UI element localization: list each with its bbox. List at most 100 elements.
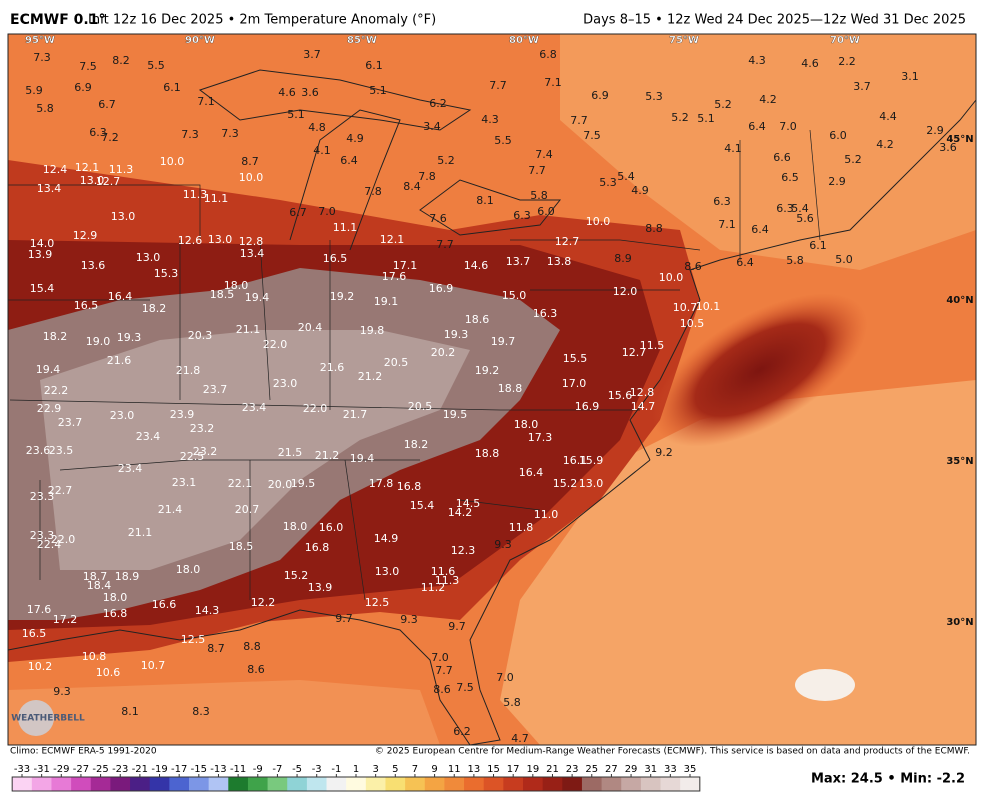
colorbar-tick-label: -23 bbox=[112, 764, 128, 775]
anomaly-label: 10.0 bbox=[586, 215, 611, 228]
colorbar-tick-label: -29 bbox=[53, 764, 69, 775]
colorbar-tick-label: 21 bbox=[546, 764, 559, 775]
anomaly-label: 18.8 bbox=[498, 382, 523, 395]
anomaly-label: 6.3 bbox=[713, 195, 731, 208]
anomaly-label: 10.2 bbox=[28, 660, 53, 673]
anomaly-label: 23.9 bbox=[170, 408, 195, 421]
colorbar-swatch bbox=[562, 777, 583, 791]
anomaly-label: 5.8 bbox=[530, 189, 548, 202]
anomaly-label: 13.7 bbox=[506, 255, 531, 268]
anomaly-label: 13.0 bbox=[111, 210, 136, 223]
anomaly-label: 7.7 bbox=[570, 114, 588, 127]
anomaly-label: 11.1 bbox=[204, 192, 229, 205]
anomaly-label: 21.1 bbox=[236, 323, 261, 336]
anomaly-label: 7.1 bbox=[718, 218, 736, 231]
anomaly-label: 16.5 bbox=[74, 299, 99, 312]
colorbar-swatch bbox=[444, 777, 465, 791]
anomaly-label: 7.5 bbox=[79, 60, 97, 73]
colorbar-tick-label: -5 bbox=[292, 764, 302, 775]
anomaly-label: 4.6 bbox=[278, 86, 296, 99]
anomaly-label: 18.0 bbox=[176, 563, 201, 576]
colorbar-swatch bbox=[149, 777, 170, 791]
anomaly-label: 6.4 bbox=[751, 223, 769, 236]
anomaly-label: 19.1 bbox=[374, 295, 399, 308]
colorbar-tick-label: 5 bbox=[392, 764, 398, 775]
anomaly-label: 10.6 bbox=[96, 666, 121, 679]
anomaly-label: 22.0 bbox=[263, 338, 288, 351]
anomaly-label: 3.1 bbox=[901, 70, 919, 83]
anomaly-label: 5.2 bbox=[437, 154, 455, 167]
title: Init 12z 16 Dec 2025 • 2m Temperature An… bbox=[88, 13, 436, 28]
anomaly-label: 7.8 bbox=[418, 170, 436, 183]
anomaly-label: 7.0 bbox=[779, 120, 797, 133]
anomaly-label: 10.1 bbox=[696, 300, 721, 313]
anomaly-label: 15.2 bbox=[553, 477, 578, 490]
anomaly-label: 8.7 bbox=[207, 642, 225, 655]
colorbar-swatch bbox=[12, 777, 33, 791]
anomaly-label: 18.5 bbox=[229, 540, 254, 553]
anomaly-label: 7.3 bbox=[181, 128, 199, 141]
anomaly-label: 19.4 bbox=[245, 291, 270, 304]
anomaly-label: 6.5 bbox=[781, 171, 799, 184]
anomaly-label: 12.7 bbox=[96, 175, 121, 188]
colorbar-swatch bbox=[110, 777, 131, 791]
colorbar-swatch bbox=[542, 777, 563, 791]
colorbar-swatch bbox=[424, 777, 445, 791]
anomaly-label: 18.0 bbox=[514, 418, 539, 431]
anomaly-label: 11.6 bbox=[431, 565, 456, 578]
colorbar-tick-label: 23 bbox=[566, 764, 579, 775]
anomaly-label: 23.2 bbox=[190, 422, 215, 435]
colorbar-tick-label: -21 bbox=[132, 764, 148, 775]
colorbar-tick-label: -25 bbox=[92, 764, 108, 775]
anomaly-label: 16.9 bbox=[575, 400, 600, 413]
colorbar-tick-label: 19 bbox=[526, 764, 539, 775]
anomaly-label: 22.9 bbox=[37, 402, 62, 415]
anomaly-label: 16.4 bbox=[108, 290, 133, 303]
anomaly-label: 5.8 bbox=[36, 102, 54, 115]
anomaly-label: 14.7 bbox=[631, 400, 656, 413]
anomaly-label: 22.1 bbox=[228, 477, 253, 490]
colorbar-swatch bbox=[326, 777, 347, 791]
anomaly-label: 13.4 bbox=[240, 247, 265, 260]
anomaly-label: 6.2 bbox=[429, 97, 447, 110]
anomaly-label: 12.8 bbox=[239, 235, 264, 248]
anomaly-label: 6.3 bbox=[89, 126, 107, 139]
anomaly-label: 5.2 bbox=[714, 98, 732, 111]
anomaly-label: 8.6 bbox=[684, 260, 702, 273]
anomaly-label: 13.9 bbox=[28, 248, 53, 261]
anomaly-label: 11.3 bbox=[109, 163, 134, 176]
logo: WEATHERBELL bbox=[11, 700, 85, 736]
anomaly-label: 6.4 bbox=[736, 256, 754, 269]
anomaly-label: 4.9 bbox=[631, 184, 649, 197]
colorbar-tick-label: 27 bbox=[605, 764, 618, 775]
anomaly-label: 16.8 bbox=[103, 607, 128, 620]
anomaly-label: 5.1 bbox=[697, 112, 715, 125]
anomaly-label: 17.8 bbox=[369, 477, 394, 490]
anomaly-label: 17.0 bbox=[562, 377, 587, 390]
anomaly-label: 4.3 bbox=[748, 54, 766, 67]
anomaly-label: 4.1 bbox=[313, 144, 331, 157]
colorbar-tick-label: -11 bbox=[230, 764, 246, 775]
colorbar-tick-label: 1 bbox=[353, 764, 359, 775]
colorbar-swatch bbox=[346, 777, 367, 791]
anomaly-label: 6.1 bbox=[365, 59, 383, 72]
anomaly-label: 7.0 bbox=[496, 671, 514, 684]
anomaly-label: 7.6 bbox=[429, 212, 447, 225]
anomaly-label: 4.9 bbox=[346, 132, 364, 145]
anomaly-label: 7.7 bbox=[435, 664, 453, 677]
anomaly-label: 23.5 bbox=[49, 444, 74, 457]
anomaly-label: 17.6 bbox=[27, 603, 52, 616]
anomaly-label: 19.3 bbox=[117, 331, 142, 344]
colorbar-frame bbox=[11, 776, 701, 792]
anomaly-label: 15.4 bbox=[410, 499, 435, 512]
anomaly-label: 6.1 bbox=[809, 239, 827, 252]
anomaly-label: 22.0 bbox=[51, 533, 76, 546]
map bbox=[8, 34, 976, 745]
anomaly-label: 10.8 bbox=[82, 650, 107, 663]
colorbar-swatch bbox=[581, 777, 603, 791]
anomaly-label: 19.5 bbox=[291, 477, 316, 490]
anomaly-label: 8.7 bbox=[241, 155, 259, 168]
anomaly-label: 2.2 bbox=[838, 55, 856, 68]
map-frame bbox=[7, 33, 977, 746]
colorbar-swatch bbox=[51, 777, 72, 791]
